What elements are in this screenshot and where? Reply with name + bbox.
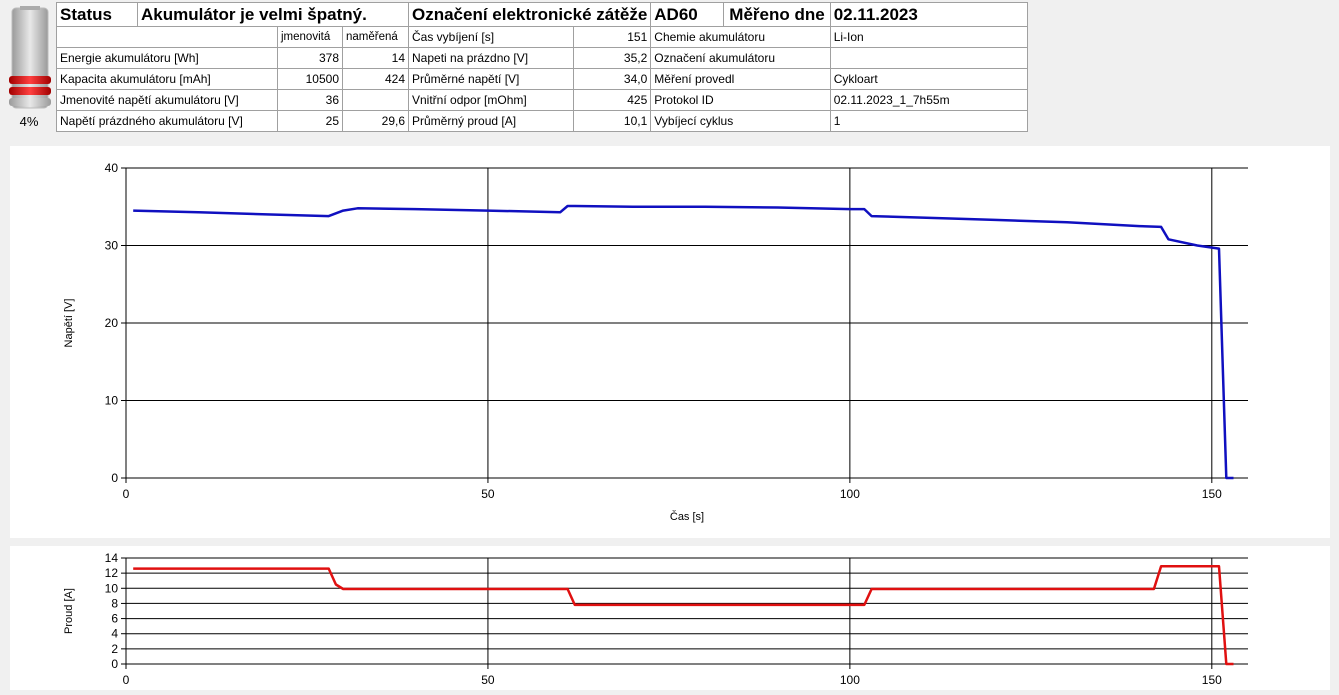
- row-right-value: 1: [829, 110, 1028, 132]
- y-tick-label: 12: [105, 566, 119, 580]
- row-right-label: Označení akumulátoru: [650, 47, 831, 69]
- row-right-value: [829, 47, 1028, 69]
- date-value: 02.11.2023: [829, 2, 1028, 27]
- date-label: Měřeno dne: [729, 5, 825, 24]
- row-right-value: 02.11.2023_1_7h55m: [829, 89, 1028, 111]
- status-value: Akumulátor je velmi špatný.: [137, 2, 409, 27]
- row-mid-value: 151: [573, 26, 652, 48]
- battery-info-table: Status Akumulátor je velmi špatný. Označ…: [56, 2, 1028, 132]
- y-tick-label: 8: [111, 596, 118, 610]
- row-mid-label: Průměrné napětí [V]: [407, 68, 575, 90]
- voltage-chart: 0 10 20 30 40 0 50 100 150 Čas [s] Napětí [V]: [63, 161, 1248, 523]
- row-measured: 424: [342, 68, 409, 90]
- x-tick-label: 150: [1202, 673, 1222, 687]
- current-chart-panel: 0 2 4 6 8 10 12 14 0 50 100 150 Proud [A]: [10, 546, 1330, 690]
- y-tick-label: 2: [111, 642, 118, 656]
- row-right-label: Vybíjecí cyklus: [650, 110, 831, 132]
- y-tick-label: 6: [111, 612, 118, 626]
- load-value: AD60: [652, 3, 725, 26]
- y-tick-label: 4: [111, 627, 118, 641]
- y-tick-label: 40: [105, 161, 119, 175]
- row-measured: [342, 89, 409, 111]
- y-tick-label: 10: [105, 394, 119, 408]
- column-header-measured: naměřená: [342, 26, 409, 48]
- battery-indicator: 4%: [6, 6, 54, 134]
- row-nominal: 25: [277, 110, 343, 132]
- table-row: Napětí prázdného akumulátoru [V] 25 29,6…: [56, 110, 1028, 132]
- y-tick-label: 14: [105, 551, 119, 565]
- x-tick-label: 50: [481, 673, 495, 687]
- x-tick-label: 100: [840, 673, 860, 687]
- y-axis-label: Proud [A]: [63, 588, 75, 634]
- x-tick-label: 0: [123, 487, 130, 501]
- row-right-value: Cykloart: [829, 68, 1028, 90]
- x-tick-label: 0: [123, 673, 130, 687]
- row-mid-label: Čas vybíjení [s]: [407, 26, 575, 48]
- y-tick-label: 10: [105, 581, 119, 595]
- y-tick-label: 20: [105, 316, 119, 330]
- row-label: Energie akumulátoru [Wh]: [56, 47, 278, 69]
- row-measured: 29,6: [342, 110, 409, 132]
- row-mid-value: 35,2: [573, 47, 652, 69]
- table-row: Kapacita akumulátoru [mAh] 10500 424 Prů…: [56, 68, 1028, 90]
- row-label: Napětí prázdného akumulátoru [V]: [56, 110, 278, 132]
- load-label: Označení elektronické zátěže: [407, 2, 652, 27]
- y-tick-label: 0: [111, 657, 118, 671]
- battery-percent: 4%: [19, 114, 39, 129]
- row-measured: 14: [342, 47, 409, 69]
- row-right-label: Měření provedl: [650, 68, 831, 90]
- y-tick-label: 0: [111, 471, 118, 485]
- row-nominal: 36: [277, 89, 343, 111]
- column-header-nominal: jmenovitá: [277, 26, 343, 48]
- header-row: Status Akumulátor je velmi špatný. Označ…: [56, 2, 1028, 27]
- row-right-label: Chemie akumulátoru: [650, 26, 831, 48]
- x-axis-label: Čas [s]: [670, 510, 704, 523]
- x-tick-label: 150: [1202, 487, 1222, 501]
- row-mid-label: Vnitřní odpor [mOhm]: [407, 89, 575, 111]
- row-right-value: Li-Ion: [829, 26, 1028, 48]
- row-mid-value: 10,1: [573, 110, 652, 132]
- row-label: Jmenovité napětí akumulátoru [V]: [56, 89, 278, 111]
- row-right-label: Protokol ID: [650, 89, 831, 111]
- row-mid-label: Napeti na prázdno [V]: [407, 47, 575, 69]
- row-mid-value: 34,0: [573, 68, 652, 90]
- y-axis-label: Napětí [V]: [63, 299, 75, 348]
- battery-icon: [9, 6, 51, 109]
- table-row: Jmenovité napětí akumulátoru [V] 36 Vnit…: [56, 89, 1028, 111]
- row-mid-value: 425: [573, 89, 652, 111]
- status-label: Status: [56, 2, 138, 27]
- x-tick-label: 50: [481, 487, 495, 501]
- table-row: jmenovitá naměřená Čas vybíjení [s] 151 …: [56, 26, 1028, 48]
- series-line: [133, 204, 1234, 480]
- row-label: Kapacita akumulátoru [mAh]: [56, 68, 278, 90]
- y-tick-label: 30: [105, 239, 119, 253]
- table-row: Energie akumulátoru [Wh] 378 14 Napeti n…: [56, 47, 1028, 69]
- row-nominal: 10500: [277, 68, 343, 90]
- voltage-chart-panel: 0 10 20 30 40 0 50 100 150 Čas [s] Napětí [V]: [10, 146, 1330, 538]
- row-nominal: 378: [277, 47, 343, 69]
- x-tick-label: 100: [840, 487, 860, 501]
- row-mid-label: Průměrný proud [A]: [407, 110, 575, 132]
- series-line: [133, 565, 1234, 666]
